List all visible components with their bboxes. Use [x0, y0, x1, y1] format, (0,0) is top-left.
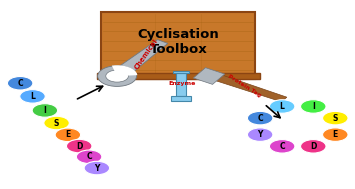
Text: Y: Y [257, 130, 263, 139]
Text: E: E [65, 130, 71, 139]
Polygon shape [119, 40, 168, 72]
Text: S: S [54, 119, 59, 128]
Text: Cyclisation
Toolbox: Cyclisation Toolbox [137, 28, 219, 56]
Circle shape [7, 77, 33, 90]
Text: Chemical: Chemical [133, 37, 159, 70]
Bar [97, 73, 260, 80]
Text: L: L [280, 102, 285, 111]
Circle shape [301, 139, 326, 153]
Text: Protein Tag: Protein Tag [227, 74, 262, 98]
Text: C: C [17, 79, 23, 88]
Circle shape [323, 111, 348, 125]
Text: C: C [257, 114, 263, 123]
Circle shape [269, 139, 295, 153]
Circle shape [301, 100, 326, 113]
Text: Enzyme: Enzyme [168, 81, 196, 86]
Text: I: I [43, 106, 47, 115]
Circle shape [32, 104, 58, 117]
Bar [176, 73, 186, 96]
Polygon shape [205, 71, 287, 102]
Text: E: E [333, 130, 338, 139]
Circle shape [247, 111, 273, 125]
Polygon shape [193, 68, 225, 84]
Text: I: I [312, 102, 315, 111]
Text: D: D [76, 142, 82, 151]
Circle shape [84, 161, 110, 175]
Circle shape [66, 139, 92, 153]
Circle shape [106, 70, 129, 82]
Text: Y: Y [94, 163, 99, 173]
Circle shape [323, 128, 348, 141]
Text: C: C [86, 152, 92, 161]
Bar [173, 71, 189, 73]
Circle shape [76, 150, 102, 163]
Circle shape [20, 90, 45, 103]
Text: S: S [333, 114, 338, 123]
Text: D: D [310, 142, 316, 151]
Circle shape [44, 116, 69, 130]
Text: C: C [279, 142, 285, 151]
Bar [171, 96, 191, 101]
Circle shape [98, 66, 137, 86]
Circle shape [55, 128, 81, 142]
Text: L: L [30, 92, 35, 101]
Polygon shape [112, 65, 137, 76]
Circle shape [269, 100, 295, 113]
Circle shape [247, 128, 273, 141]
Bar [102, 12, 255, 80]
